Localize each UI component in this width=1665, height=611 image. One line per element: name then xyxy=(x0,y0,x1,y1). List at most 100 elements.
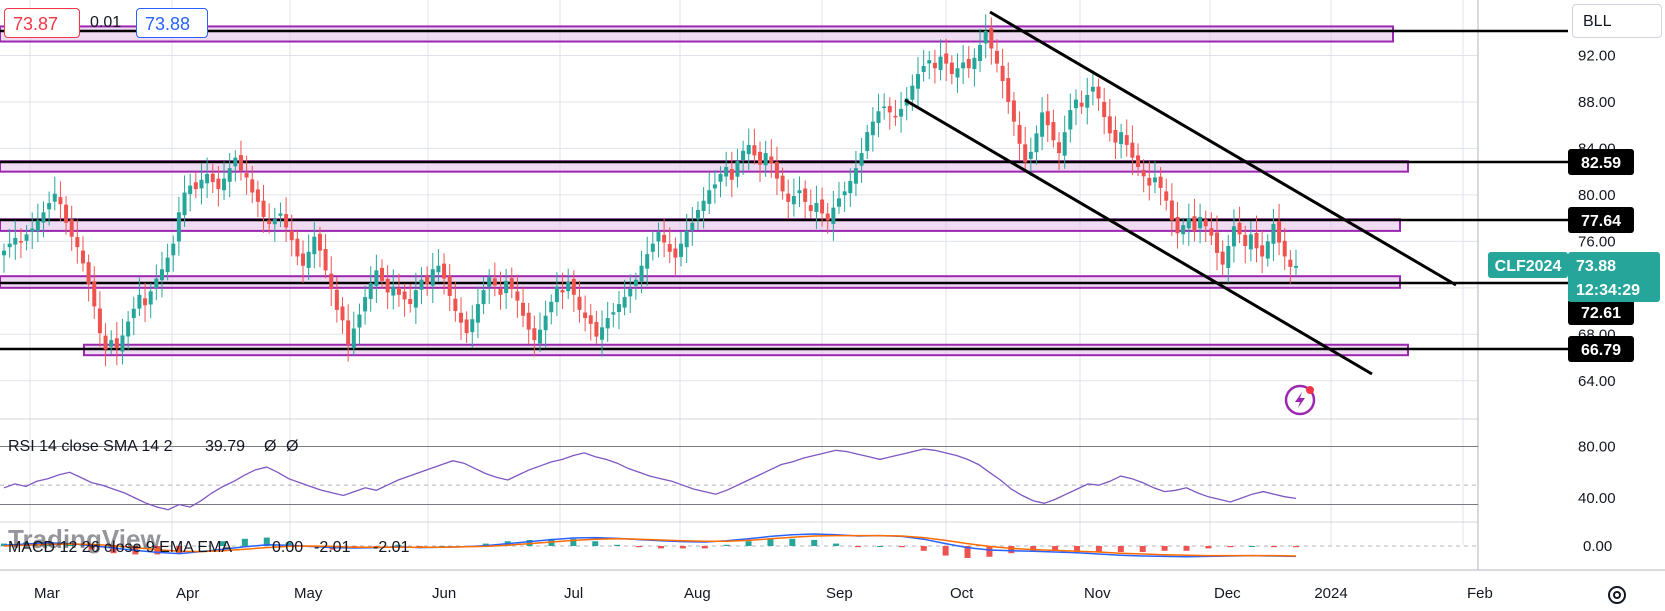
candle-body xyxy=(577,296,582,310)
candle-body xyxy=(323,249,328,271)
macd-histogram-bar xyxy=(964,546,971,558)
candle-body xyxy=(430,269,435,286)
candle-body xyxy=(41,212,46,223)
candle-body xyxy=(1282,240,1287,257)
ask-price-box[interactable]: 73.88 xyxy=(136,8,208,38)
candle-body xyxy=(52,193,57,202)
candle-body xyxy=(447,276,452,296)
level-label-box xyxy=(1568,149,1634,175)
candle-body xyxy=(380,267,385,281)
price-tag: CLF2024 73.88 12:34:29 xyxy=(1488,252,1660,302)
candle-body xyxy=(758,151,763,165)
candle-body xyxy=(148,291,153,305)
candle-body xyxy=(1192,216,1197,231)
candle-body xyxy=(825,213,830,221)
candle-body xyxy=(120,335,125,352)
candle-body xyxy=(543,315,548,331)
candle-body xyxy=(735,161,740,177)
macd-histogram-bar xyxy=(657,546,664,549)
candle-body xyxy=(442,263,447,279)
candle-body xyxy=(244,173,249,178)
candle-body xyxy=(684,230,689,248)
candle-body xyxy=(295,238,300,257)
candle-body xyxy=(521,302,526,316)
candle-body xyxy=(633,279,638,286)
candle-body xyxy=(588,315,593,324)
candle-body xyxy=(786,193,791,202)
candle-body xyxy=(1169,200,1174,221)
candle-body xyxy=(853,168,858,184)
macd-histogram-bar xyxy=(876,546,883,547)
candle-body xyxy=(583,312,588,319)
candle-body xyxy=(780,175,785,192)
channel-lower xyxy=(904,98,1373,376)
bid-price-box[interactable]: 73.87 xyxy=(4,8,80,38)
candle-body xyxy=(1141,169,1146,177)
candle-body xyxy=(1288,259,1293,267)
macd-value-1: 0.00 xyxy=(272,539,303,556)
candle-body xyxy=(560,290,565,293)
candle-body xyxy=(1000,65,1005,82)
candle-body xyxy=(656,232,661,242)
candle-body xyxy=(690,222,695,231)
candle-body xyxy=(921,65,926,72)
bid-price: 73.87 xyxy=(13,14,59,34)
lightning-icon[interactable] xyxy=(1284,384,1316,416)
candle-body xyxy=(989,28,994,49)
candle-body xyxy=(475,304,480,323)
candle-body xyxy=(137,294,142,309)
trend-channel xyxy=(904,10,1457,376)
symbol-select[interactable]: BLL xyxy=(1572,4,1662,38)
candle-body xyxy=(571,278,576,295)
symbol-tag-box xyxy=(1488,252,1568,278)
candle-body xyxy=(408,299,413,305)
candle-body xyxy=(64,204,69,223)
rsi-extra-2: Ø xyxy=(286,438,298,455)
candle-body xyxy=(193,182,198,190)
candle-body xyxy=(97,308,102,334)
candle-body xyxy=(865,132,870,151)
candle-body xyxy=(317,233,322,251)
candle-body xyxy=(306,251,311,268)
candle-body xyxy=(899,108,904,117)
x-tick-label: Apr xyxy=(176,585,199,602)
candle-body xyxy=(396,287,401,295)
candle-body xyxy=(549,301,554,313)
candle-body xyxy=(611,312,616,315)
candle-body xyxy=(1294,265,1298,268)
macd-value-3: -2.01 xyxy=(373,539,410,556)
candle-body xyxy=(1277,221,1282,243)
candle-body xyxy=(363,297,368,312)
level-label: 72.61 xyxy=(1581,305,1621,322)
candle-body xyxy=(470,319,475,333)
candle-body xyxy=(374,270,379,286)
candle-body xyxy=(650,243,655,252)
candle-body xyxy=(994,50,999,64)
candle-body xyxy=(357,314,362,328)
candle-body xyxy=(351,328,356,349)
candle-body xyxy=(222,178,227,191)
settings-icon[interactable] xyxy=(1605,583,1629,607)
candle-body xyxy=(92,281,97,307)
rsi-value: 39.79 xyxy=(205,438,245,455)
candle-body xyxy=(114,338,119,349)
candle-body xyxy=(1243,234,1248,246)
candle-body xyxy=(301,253,306,266)
macd-histogram-bar xyxy=(44,541,51,546)
candle-body xyxy=(255,189,260,202)
y-tick-label: 80.00 xyxy=(1578,187,1616,204)
macd-histogram-bar xyxy=(1008,546,1015,554)
macd-histogram-bar xyxy=(614,544,621,546)
macd-histogram-bar xyxy=(1227,546,1234,548)
macd-histogram-bar xyxy=(833,543,840,546)
candle-body xyxy=(312,236,317,255)
candle-body xyxy=(701,200,706,212)
candle-body xyxy=(763,153,768,166)
candle-body xyxy=(346,320,351,345)
candle-body xyxy=(949,62,954,75)
candle-body xyxy=(1237,222,1242,235)
candle-body xyxy=(746,144,751,155)
rsi-tick-label: 80.00 xyxy=(1578,438,1616,455)
candle-body xyxy=(1147,177,1152,186)
